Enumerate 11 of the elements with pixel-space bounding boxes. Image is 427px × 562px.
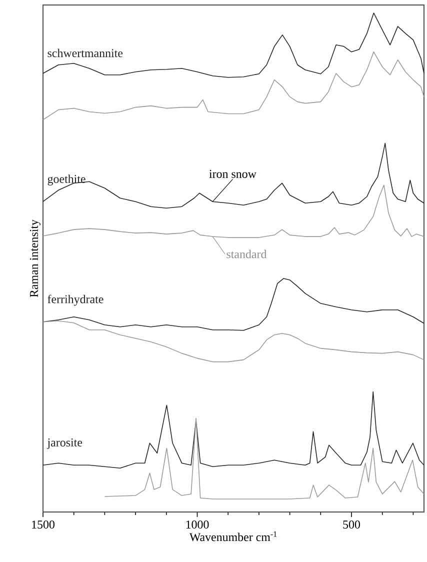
series-label: goethite xyxy=(48,174,86,186)
series-label: jarosite xyxy=(46,438,82,449)
annotation: standard xyxy=(226,250,267,258)
series-label: schwertmannite xyxy=(48,48,123,58)
series-label: ferrihydrate xyxy=(48,294,104,306)
annotation: iron snow xyxy=(209,170,256,178)
x-axis-title: Wavenumber cm$^{-1}$ xyxy=(189,531,277,542)
x-tick-label: 500 xyxy=(343,520,360,529)
y-axis-title: Raman intensity xyxy=(30,220,40,298)
x-tick-label: 1500 xyxy=(32,520,54,529)
x-tick-label: 1000 xyxy=(186,520,209,529)
